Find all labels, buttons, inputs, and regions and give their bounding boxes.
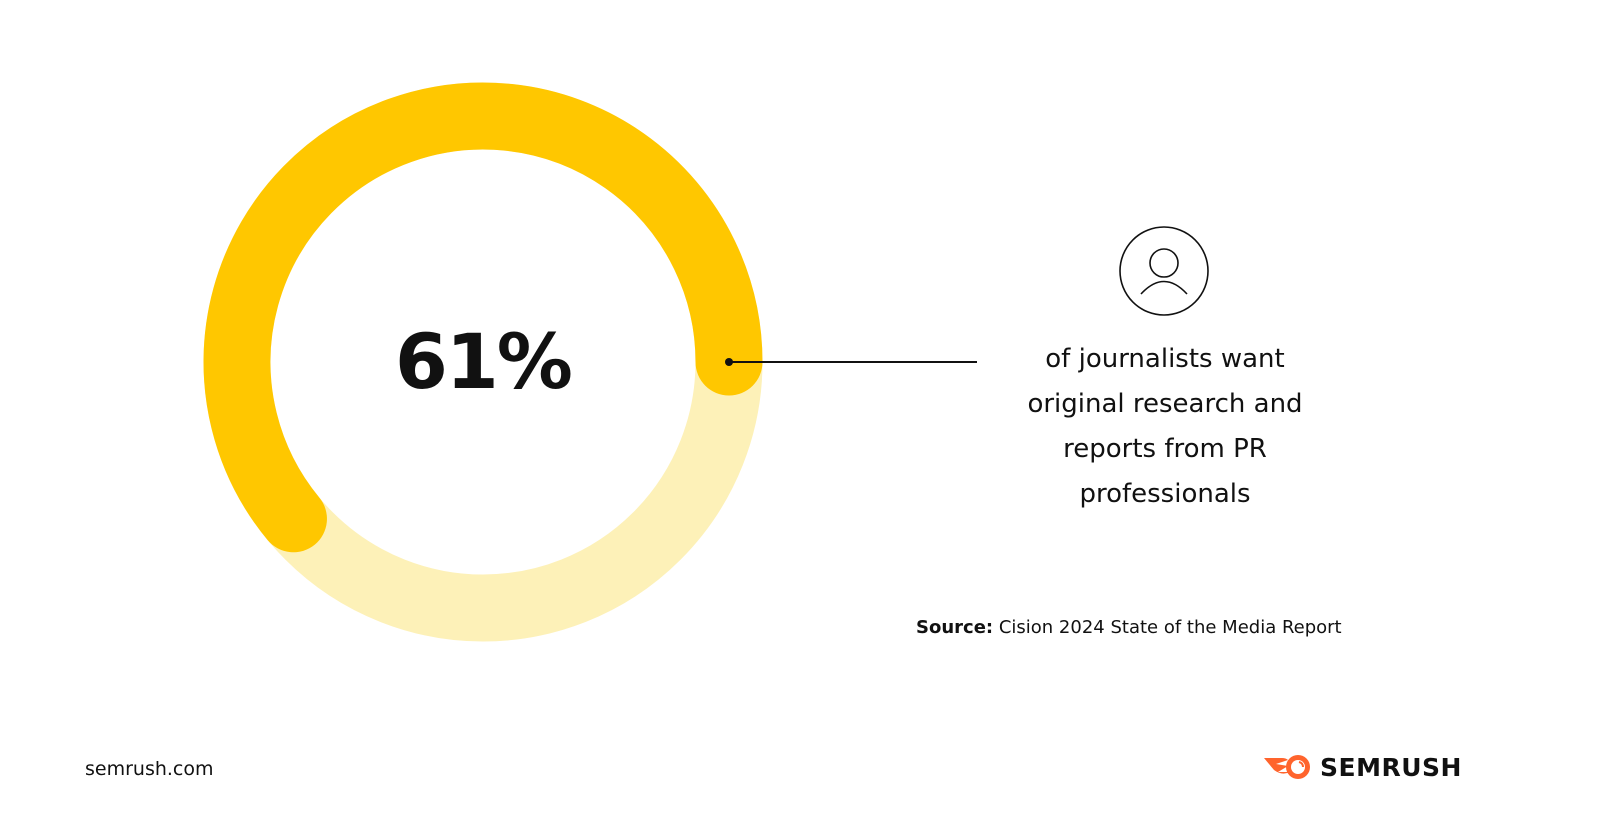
leader-dot bbox=[725, 358, 733, 366]
annotation-text: of journalists want original research an… bbox=[1000, 337, 1330, 517]
annotation-line: professionals bbox=[1079, 479, 1251, 509]
annotation-line: of journalists want bbox=[1045, 344, 1285, 374]
leader-line bbox=[729, 361, 977, 363]
annotation-line: original research and bbox=[1027, 389, 1303, 419]
semrush-logo: SEMRUSH bbox=[1262, 752, 1462, 782]
donut-filled-segment bbox=[203, 82, 763, 553]
center-value-label: 61% bbox=[395, 317, 573, 406]
semrush-fireball-icon bbox=[1264, 755, 1310, 779]
brand-name: SEMRUSH bbox=[1320, 752, 1462, 782]
site-url: semrush.com bbox=[85, 758, 214, 780]
source-text: Cision 2024 State of the Media Report bbox=[998, 617, 1342, 638]
annotation-line: reports from PR bbox=[1063, 434, 1267, 464]
source-note: Source: Cision 2024 State of the Media R… bbox=[916, 617, 1342, 638]
source-label: Source: bbox=[916, 617, 994, 638]
person-icon bbox=[1119, 226, 1209, 316]
